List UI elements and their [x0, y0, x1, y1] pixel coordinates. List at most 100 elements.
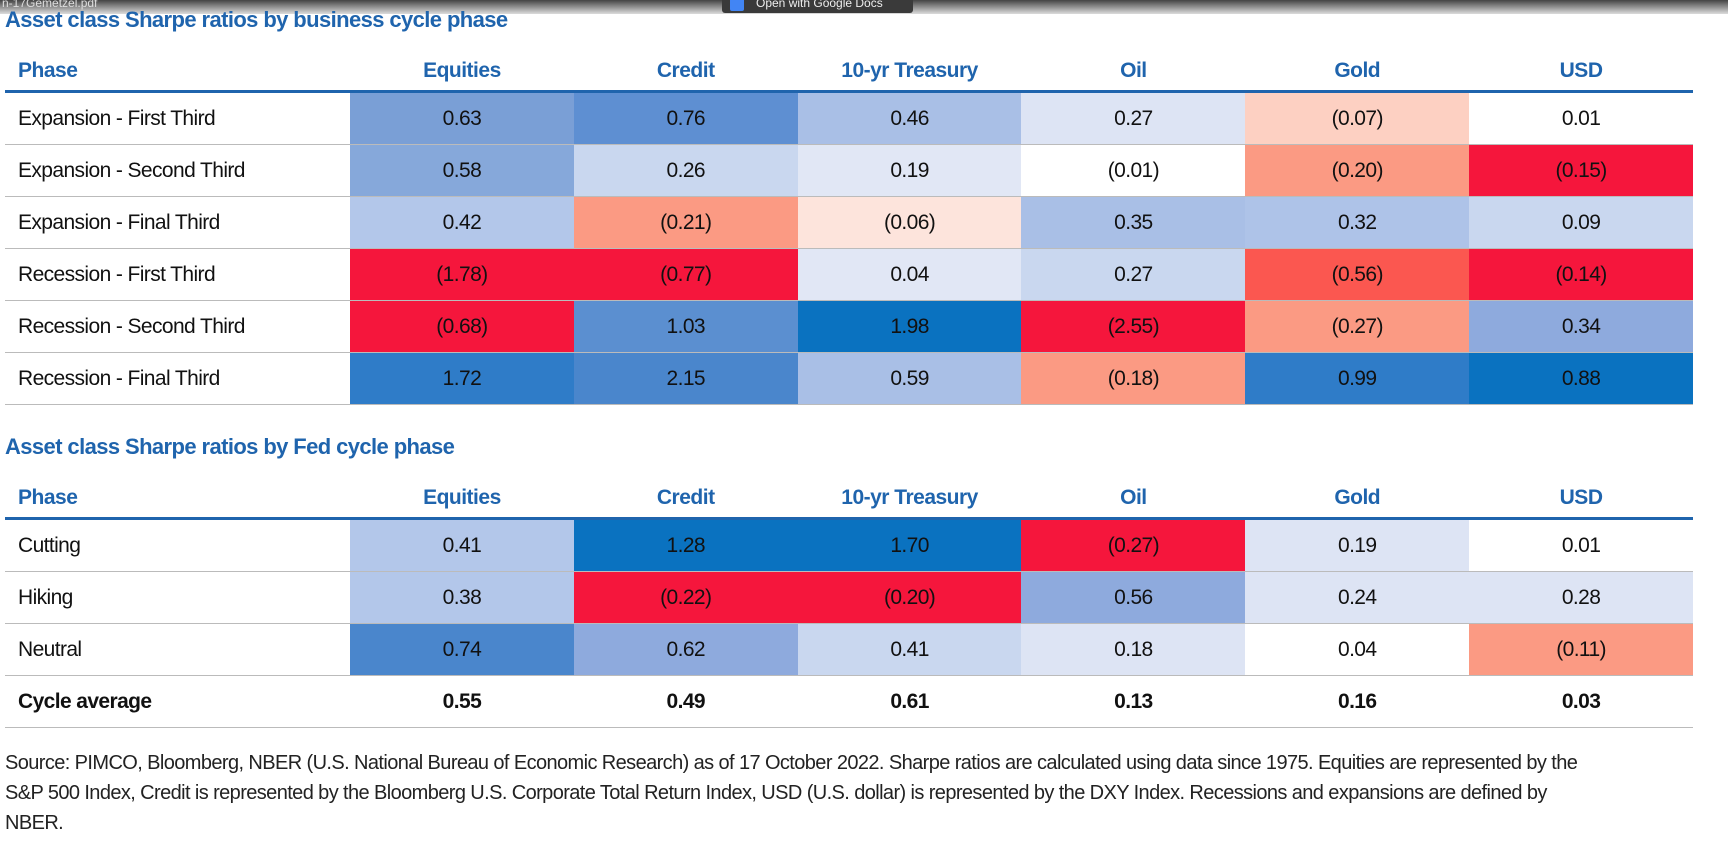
- cell: (2.55): [1021, 300, 1246, 353]
- table-row: Neutral 0.74 0.62 0.41 0.18 0.04 (0.11): [5, 623, 1693, 676]
- cell: 0.24: [1245, 571, 1470, 624]
- table-row: Recession - Final Third 1.72 2.15 0.59 (0.18…: [5, 352, 1693, 405]
- data-table: Phase Equities Credit 10-yr Treasury Oil Gold…: [5, 52, 1693, 405]
- cell: (0.68): [350, 300, 574, 353]
- cell: 1.98: [797, 300, 1022, 353]
- cell: 0.55: [350, 675, 574, 728]
- cell: 0.61: [797, 675, 1022, 728]
- column-header: Oil: [1021, 479, 1246, 520]
- cell: (0.15): [1469, 144, 1693, 197]
- cell: 0.04: [797, 248, 1022, 301]
- row-label: Expansion - First Third: [5, 91, 350, 145]
- column-header: Equities: [350, 479, 574, 520]
- cell: (0.27): [1021, 518, 1246, 572]
- cell: (0.14): [1469, 248, 1693, 301]
- cell: 0.16: [1245, 675, 1470, 728]
- cell: 0.42: [350, 196, 574, 249]
- cell: (0.07): [1245, 91, 1470, 145]
- row-label: Cutting: [5, 518, 350, 572]
- cell: 0.01: [1469, 91, 1693, 145]
- cell: (1.78): [350, 248, 574, 301]
- cell: 0.49: [573, 675, 798, 728]
- cell: (0.21): [573, 196, 798, 249]
- cell: 0.09: [1469, 196, 1693, 249]
- cell: (0.77): [573, 248, 798, 301]
- cell: 0.56: [1021, 571, 1246, 624]
- row-label: Expansion - Final Third: [5, 196, 350, 249]
- table-row: Expansion - First Third 0.63 0.76 0.46 0.27(…: [5, 91, 1693, 145]
- cell: (0.11): [1469, 623, 1693, 676]
- cell: 0.58: [350, 144, 574, 197]
- source-note: Source: PIMCO, Bloomberg, NBER (U.S. Nat…: [5, 752, 1578, 834]
- header-row: Phase Equities Credit 10-yr Treasury Oil Gold…: [5, 479, 1693, 520]
- column-header: Gold: [1245, 479, 1470, 520]
- column-header: Credit: [573, 52, 798, 93]
- column-header: Phase: [5, 479, 350, 520]
- cell: 0.88: [1469, 352, 1693, 405]
- cell: 2.15: [573, 352, 798, 405]
- column-header: 10-yr Treasury: [797, 52, 1022, 93]
- cell: (0.06): [797, 196, 1022, 249]
- cell: 0.01: [1469, 518, 1693, 572]
- cell: 0.19: [1245, 518, 1470, 572]
- cell: (0.20): [1245, 144, 1470, 197]
- table-title: Asset class Sharpe ratios by Fed cycle p…: [5, 434, 455, 459]
- row-label: Recession - Second Third: [5, 300, 350, 353]
- column-header: Phase: [5, 52, 350, 93]
- table-row: Expansion - Final Third 0.42 (0.21) (0.06) 0…: [5, 196, 1693, 249]
- document: Asset class Sharpe ratios by business cy…: [5, 8, 1695, 838]
- table-row: Recession - First Third (1.78) (0.77) 0.04 0…: [5, 248, 1693, 301]
- cell: (0.56): [1245, 248, 1470, 301]
- cell: (0.20): [797, 571, 1022, 624]
- cell: 0.26: [573, 144, 798, 197]
- cell: (0.18): [1021, 352, 1246, 405]
- column-header: USD: [1469, 52, 1693, 93]
- column-header: Equities: [350, 52, 574, 93]
- cell: (0.01): [1021, 144, 1246, 197]
- cell: 0.19: [797, 144, 1022, 197]
- table-row: Cutting 0.41 1.28 1.70 (0.27) 0.19 0.01: [5, 518, 1693, 572]
- cell: 0.62: [573, 623, 798, 676]
- cell: 0.35: [1021, 196, 1246, 249]
- cell: 0.13: [1021, 675, 1246, 728]
- cell: 0.28: [1469, 571, 1693, 624]
- footer-row: Cycle average 0.55 0.49 0.61 0.13 0.16 0.03: [5, 675, 1693, 728]
- row-label: Cycle average: [5, 675, 350, 728]
- cell: 0.03: [1469, 675, 1693, 728]
- column-header: USD: [1469, 479, 1693, 520]
- cell: 1.28: [573, 518, 798, 572]
- cell: (0.27): [1245, 300, 1470, 353]
- row-label: Recession - Final Third: [5, 352, 350, 405]
- cell: 0.99: [1245, 352, 1470, 405]
- table-row: Recession - Second Third (0.68) 1.03 1.98 (2…: [5, 300, 1693, 353]
- cell: 1.03: [573, 300, 798, 353]
- column-header: 10-yr Treasury: [797, 479, 1022, 520]
- cell: 1.72: [350, 352, 574, 405]
- cell: 0.34: [1469, 300, 1693, 353]
- row-label: Expansion - Second Third: [5, 144, 350, 197]
- data-table: Phase Equities Credit 10-yr Treasury Oil Gold…: [5, 479, 1693, 728]
- open-button[interactable]: Open with Google Docs: [722, 0, 913, 13]
- cell: 0.74: [350, 623, 574, 676]
- cell: 0.76: [573, 91, 798, 145]
- cell: 0.46: [797, 91, 1022, 145]
- cell: 0.41: [797, 623, 1022, 676]
- cell: 0.18: [1021, 623, 1246, 676]
- table-title: Asset class Sharpe ratios by business cy…: [5, 7, 508, 32]
- cell: 0.27: [1021, 248, 1246, 301]
- row-label: Hiking: [5, 571, 350, 624]
- cell: 0.32: [1245, 196, 1470, 249]
- file-name: n-17Gemetzel.pdf: [2, 0, 98, 10]
- header-row: Phase Equities Credit 10-yr Treasury Oil Gold…: [5, 52, 1693, 93]
- cell: 0.27: [1021, 91, 1246, 145]
- row-label: Neutral: [5, 623, 350, 676]
- viewer-bar: n-17Gemetzel.pdf Open with Google Docs: [0, 0, 1728, 14]
- table-row: Expansion - Second Third 0.58 0.26 0.19 (0.0…: [5, 144, 1693, 197]
- cell: 0.04: [1245, 623, 1470, 676]
- row-label: Recession - First Third: [5, 248, 350, 301]
- cell: 0.41: [350, 518, 574, 572]
- column-header: Oil: [1021, 52, 1246, 93]
- cell: 0.63: [350, 91, 574, 145]
- cell: 1.70: [797, 518, 1022, 572]
